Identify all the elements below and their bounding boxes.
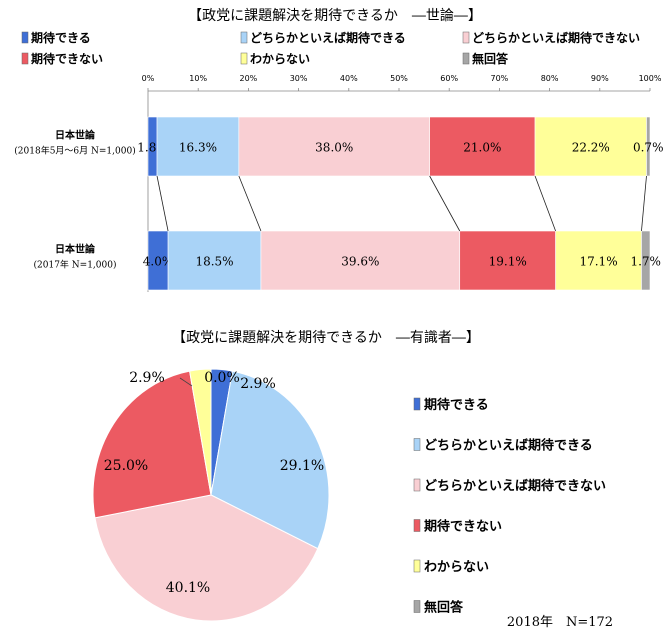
bar-x-tick-label: 20% — [240, 74, 258, 83]
pie-legend-swatch — [413, 478, 421, 492]
pie-legend-label: 期待できる — [424, 397, 489, 413]
bar-segment — [555, 230, 642, 291]
bar-connector-line — [641, 175, 647, 232]
bar-segment — [646, 116, 651, 177]
bar-legend-swatch — [462, 31, 470, 44]
bar-x-tick-label: 90% — [591, 74, 609, 83]
pie-legend-label: わからない — [424, 560, 489, 575]
bar-value-label: 0.7% — [633, 141, 664, 155]
pie-legend-label: 期待できない — [424, 519, 502, 535]
bar-legend-item: 期待できる — [21, 30, 91, 45]
pie-legend-label: どちらかといえば期待できる — [424, 438, 593, 454]
bar-connector-line — [238, 175, 262, 232]
bar-legend-swatch — [240, 52, 248, 65]
bar-value-label: 18.5% — [195, 255, 233, 269]
bar-x-tick-label: 10% — [189, 74, 207, 83]
pie-slice — [94, 494, 319, 622]
bar-value-label: 38.0% — [315, 141, 353, 155]
bar-legend-label: どちらかといえば期待できない — [472, 30, 640, 45]
pie-legend-swatch — [413, 438, 421, 451]
bar-connector-line — [429, 175, 461, 232]
pie-value-label: 29.1% — [280, 458, 324, 474]
pie-chart-title: 【政党に課題解決を期待できるか ―有識者―】 — [172, 330, 480, 346]
bar-legend-item: 期待できない — [21, 51, 103, 66]
pie-value-label: 25.0% — [104, 458, 148, 474]
bar-legend-swatch — [21, 52, 29, 65]
pie-value-label: 40.1% — [166, 580, 210, 596]
bar-x-tick-label: 30% — [290, 74, 308, 83]
pie-legend-item: 期待できる — [413, 397, 489, 413]
bar-legend-swatch — [462, 52, 470, 65]
bar-segment — [156, 116, 240, 177]
bar-x-tick-label: 0% — [142, 74, 155, 83]
bar-value-label: 17.1% — [579, 255, 617, 269]
pie-legend-swatch — [413, 559, 421, 573]
bar-x-tick-label: 50% — [390, 74, 408, 83]
bar-legend-label: 期待できる — [31, 30, 91, 45]
bar-legend-item: どちらかといえば期待できない — [462, 30, 640, 45]
bar-value-label: 4.0% — [143, 255, 174, 269]
bar-legend-label: わからない — [250, 52, 310, 66]
bar-x-tick-label: 80% — [541, 74, 559, 83]
pie-slice — [189, 368, 212, 496]
bar-chart-title: 【政党に課題解決を期待できるか ―世論―】 — [188, 8, 482, 24]
pie-note: 2018年 N=172 — [507, 615, 613, 630]
pie-slice — [92, 370, 212, 519]
bar-value-label: 39.6% — [341, 255, 379, 269]
bar-connector-line — [534, 175, 556, 232]
bar-category-label: 日本世論 — [55, 243, 96, 256]
bar-segment — [429, 116, 536, 177]
bar-segment — [238, 116, 430, 177]
bar-value-label: 19.1% — [489, 255, 527, 269]
bar-x-tick-label: 60% — [440, 74, 458, 83]
bar-legend-swatch — [21, 31, 29, 44]
bar-legend-swatch — [240, 31, 248, 44]
bar-category-label: 日本世論 — [55, 129, 96, 142]
bar-legend-item: わからない — [240, 52, 310, 66]
pie-legend-swatch — [413, 519, 421, 532]
pie-value-label: 2.9% — [129, 370, 165, 386]
bar-segment — [534, 116, 647, 177]
bar-segment — [260, 230, 461, 291]
bar-legend-label: 無回答 — [472, 51, 509, 66]
pie-legend-item: わからない — [413, 559, 489, 575]
bar-category-sublabel: (2017年 N=1,000) — [34, 259, 117, 271]
pie-legend-item: 期待できない — [413, 519, 502, 535]
bar-connector-line — [156, 175, 169, 232]
bar-x-tick-label: 100% — [639, 74, 662, 83]
pie-legend-item: どちらかといえば期待できる — [413, 438, 593, 454]
bar-legend-item: 無回答 — [462, 51, 509, 66]
pie-legend-item: 無回答 — [413, 600, 464, 616]
pie-value-label: 0.0% — [204, 370, 240, 386]
bar-category-sublabel: (2018年5月～6月 N=1,000) — [14, 145, 135, 157]
pie-legend-swatch — [413, 600, 421, 613]
bar-x-tick-label: 70% — [491, 74, 509, 83]
bar-value-label: 22.2% — [572, 141, 610, 155]
bar-segment — [459, 230, 556, 291]
bar-segment — [641, 230, 651, 291]
pie-legend-label: 無回答 — [424, 600, 464, 616]
pie-legend-label: どちらかといえば期待できない — [424, 478, 606, 494]
pie-legend-item: どちらかといえば期待できない — [413, 478, 606, 494]
bar-value-label: 1.7% — [630, 255, 661, 269]
bar-legend-label: 期待できない — [31, 51, 103, 66]
bar-segment — [167, 230, 262, 291]
pie-slice — [210, 370, 330, 550]
bar-value-label: 21.0% — [463, 141, 501, 155]
bar-legend-item: どちらかといえば期待できる — [240, 30, 406, 45]
bar-value-label: 16.3% — [179, 141, 217, 155]
pie-leader-line — [179, 377, 193, 387]
pie-legend-swatch — [413, 397, 421, 411]
pie-value-label: 2.9% — [240, 376, 276, 392]
bar-x-tick-label: 40% — [340, 74, 358, 83]
bar-legend-label: どちらかといえば期待できる — [250, 30, 406, 45]
